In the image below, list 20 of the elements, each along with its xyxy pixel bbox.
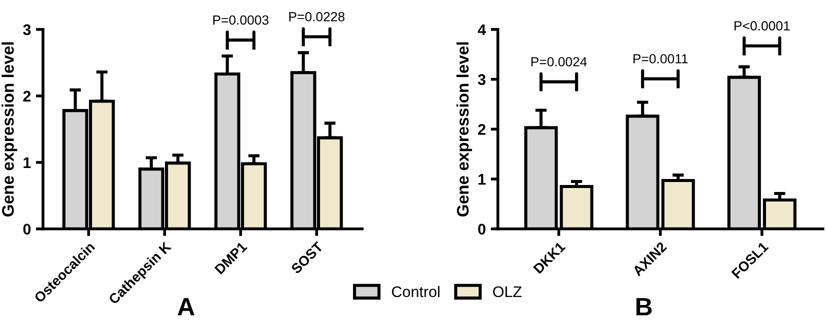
y-tick-label: 3 xyxy=(23,24,31,36)
annotation: P<0.0001 xyxy=(734,21,790,31)
y-tick-label: 2 xyxy=(23,90,31,102)
legend-label: OLZ xyxy=(493,286,522,298)
text: B xyxy=(636,298,652,316)
y-axis-title: Gene expression level xyxy=(2,42,18,216)
y-tick-label: 1 xyxy=(24,157,31,168)
y-tick-label: 0 xyxy=(478,224,486,235)
y-tick-label: 3 xyxy=(478,74,486,86)
annotation: P=0.0003 xyxy=(213,15,268,25)
y-axis-title: Gene expression level xyxy=(456,42,472,216)
annotation: P=0.0011 xyxy=(634,54,688,64)
y-tick-label: 4 xyxy=(478,24,486,35)
text: A xyxy=(178,298,194,316)
legend-label: Control xyxy=(392,286,440,298)
y-tick-label: 0 xyxy=(23,224,31,235)
annotation: P=0.0228 xyxy=(289,12,344,22)
y-tick-label: 2 xyxy=(478,124,486,135)
annotation: P=0.0024 xyxy=(531,57,587,66)
y-tick-label: 1 xyxy=(478,174,486,185)
